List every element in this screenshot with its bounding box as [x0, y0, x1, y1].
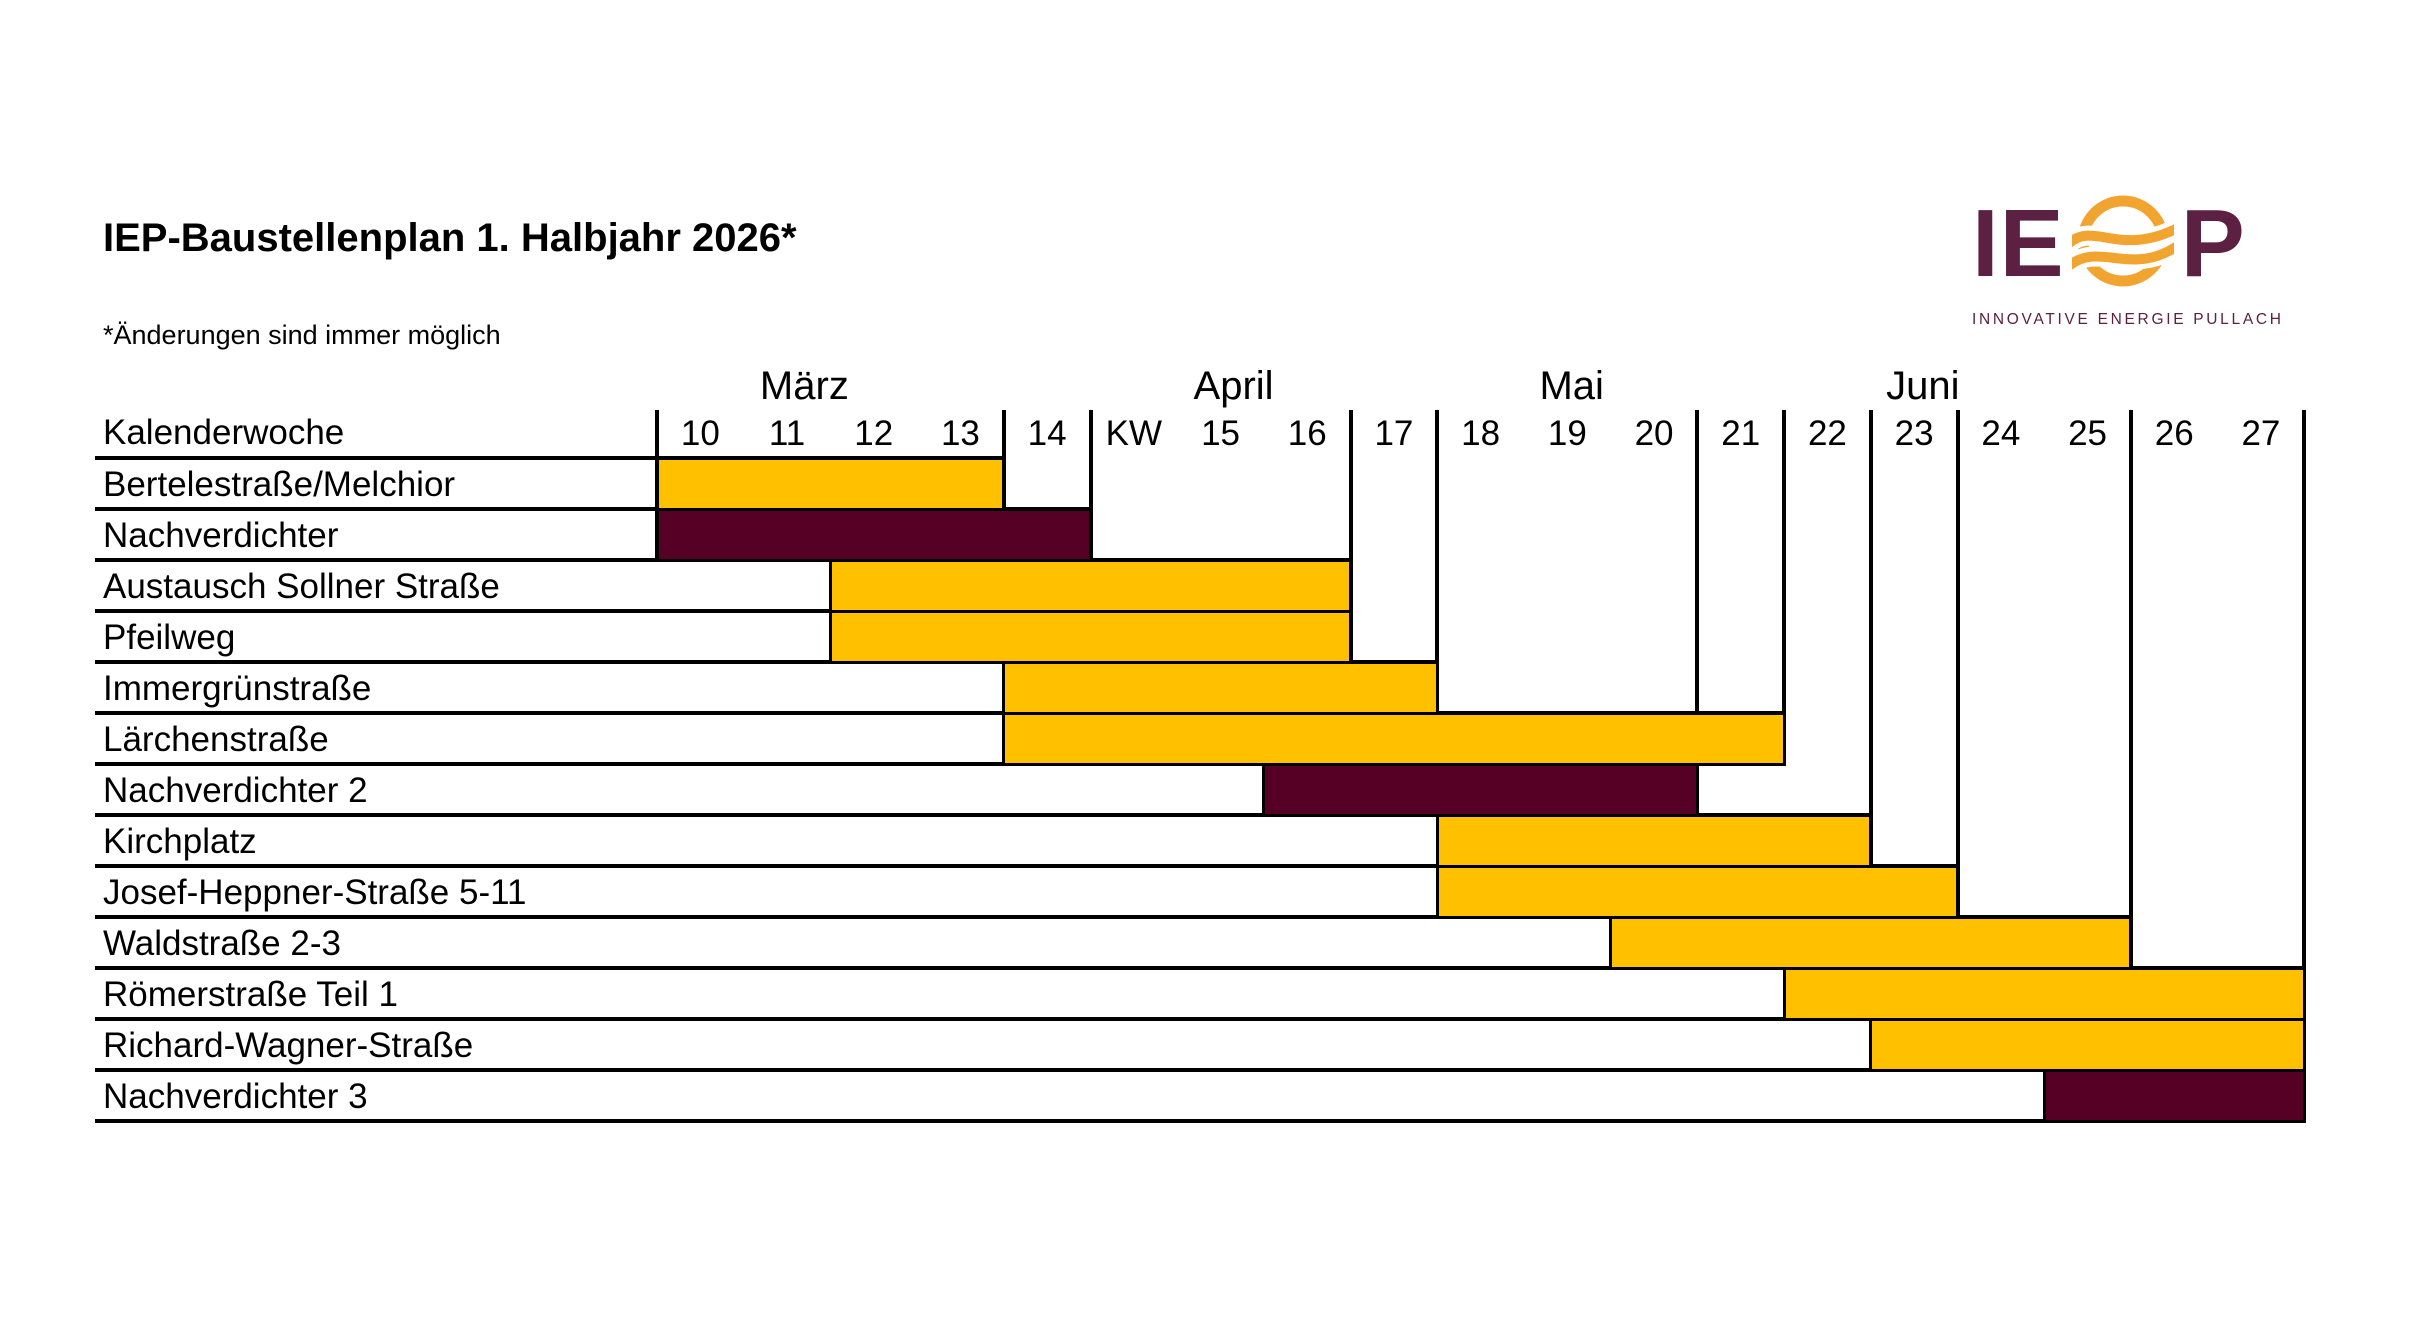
week-boundary-line: [1695, 410, 1699, 817]
week-boundary-line: [1089, 410, 1093, 562]
row-separator-line: [95, 762, 1786, 766]
gantt-bar: [1262, 762, 1699, 817]
week-boundary-line: [2302, 410, 2306, 1123]
calendar-week-header-label: Kalenderwoche: [103, 413, 345, 452]
gantt-bar: [1869, 1017, 2306, 1072]
logo-text-ie: IE: [1972, 189, 2065, 297]
kw-header-cell: 22: [1807, 414, 1847, 453]
week-boundary-line: [2129, 410, 2133, 970]
kw-header-cell: 12: [854, 414, 894, 453]
logo-tagline: INNOVATIVE ENERGIE PULLACH: [1972, 311, 2284, 328]
week-boundary-line: [1435, 410, 1439, 715]
row-separator-line: [95, 609, 1353, 613]
row-label: Immergrünstraße: [103, 669, 372, 708]
row-separator-line: [95, 456, 1006, 460]
kw-header-cell: 19: [1547, 414, 1587, 453]
kw-header-cell: 26: [2154, 414, 2194, 453]
row-label: Römerstraße Teil 1: [103, 975, 399, 1014]
row-label: Kirchplatz: [103, 822, 257, 861]
month-label: Juni: [1886, 364, 1960, 408]
globe-with-waves-icon: [2060, 190, 2183, 297]
kw-header-cell: 13: [940, 414, 980, 453]
row-separator-line: [95, 1017, 2306, 1021]
logo-text-p: P: [2180, 189, 2246, 297]
week-boundary-line: [1869, 410, 1873, 868]
kw-header-cell: 17: [1374, 414, 1414, 453]
kw-header-cell: 14: [1027, 414, 1067, 453]
row-separator-line: [95, 660, 1439, 664]
kw-header-cell: 16: [1287, 414, 1327, 453]
row-label: Bertelestraße/Melchior: [103, 465, 456, 504]
row-separator-line: [95, 711, 1786, 715]
month-label: März: [759, 364, 849, 408]
kw-header-cell: KW: [1105, 414, 1163, 453]
row-label: Lärchenstraße: [103, 720, 329, 759]
gantt-bar: [1002, 660, 1439, 715]
gantt-bar: [655, 456, 1006, 511]
kw-header-cell: 21: [1721, 414, 1761, 453]
kw-header-cell: 20: [1634, 414, 1674, 453]
gantt-bar: [1435, 864, 1959, 919]
gantt-bar: [828, 558, 1353, 613]
gantt-bar: [1782, 966, 2306, 1021]
month-label: April: [1193, 364, 1274, 408]
kw-header-cell: 23: [1894, 414, 1934, 453]
row-label: Nachverdichter 2: [103, 771, 368, 810]
page-subtitle: *Änderungen sind immer möglich: [103, 320, 501, 350]
kw-header-cell: 25: [2068, 414, 2107, 453]
iep-logo-wordmark: IE P: [1972, 190, 2284, 297]
gantt-bar: [655, 507, 1092, 562]
row-separator-line: [95, 864, 1959, 868]
row-label: Richard-Wagner-Straße: [103, 1026, 474, 1065]
row-separator-line: [95, 813, 1873, 817]
iep-logo: IE P INNOVATIVE ENERGIE PULLACH: [1972, 190, 2284, 329]
kw-header-cell: 27: [2241, 414, 2281, 453]
week-boundary-line: [1349, 410, 1353, 664]
row-label: Pfeilweg: [103, 618, 236, 657]
gantt-bar: [1435, 813, 1873, 868]
row-label: Austausch Sollner Straße: [103, 567, 500, 606]
gantt-bar: [1609, 915, 2133, 970]
row-separator-line: [95, 507, 1092, 511]
row-label: Josef-Heppner-Straße 5-11: [103, 873, 527, 912]
kw-header-cell: 11: [768, 414, 806, 453]
gantt-bar: [828, 609, 1353, 664]
week-boundary-line: [1956, 410, 1960, 919]
row-separator-line: [95, 915, 2133, 919]
row-separator-line: [95, 1119, 2306, 1123]
week-boundary-line: [1782, 410, 1786, 766]
month-label: Mai: [1539, 364, 1604, 408]
page-title: IEP-Baustellenplan 1. Halbjahr 2026*: [103, 216, 797, 260]
kw-header-cell: 18: [1461, 414, 1501, 453]
row-label: Waldstraße 2-3: [103, 924, 341, 963]
gantt-bar: [1002, 711, 1786, 766]
gantt-bar: [2042, 1068, 2306, 1123]
row-separator-line: [95, 966, 2306, 970]
row-label: Nachverdichter 3: [103, 1077, 368, 1116]
kw-header-cell: 15: [1201, 414, 1240, 453]
kw-header-cell: 10: [680, 414, 720, 453]
kw-header-cell: 24: [1981, 414, 2021, 453]
row-label: Nachverdichter: [103, 516, 339, 555]
row-separator-line: [95, 1068, 2306, 1072]
